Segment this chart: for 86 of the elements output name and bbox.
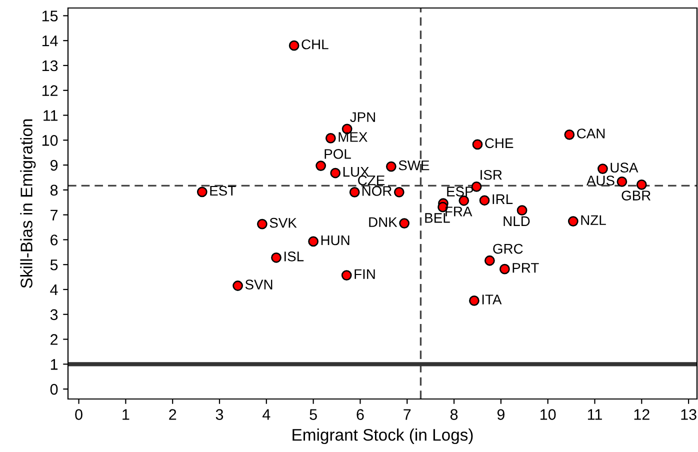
annotation: GBR <box>622 190 650 200</box>
point <box>568 216 578 226</box>
point <box>616 176 628 187</box>
annotation: MEX <box>338 132 368 142</box>
annotation: HUN <box>321 235 350 246</box>
point <box>386 161 396 172</box>
point <box>196 186 208 198</box>
point <box>316 160 326 171</box>
y-tick-label: 2 <box>50 334 58 345</box>
annotation: ESP <box>447 186 474 196</box>
x-tick-label: 5 <box>310 409 317 420</box>
point <box>499 264 510 274</box>
x-tick-label: 9 <box>497 409 504 420</box>
x-tick-label: 8 <box>450 409 458 420</box>
annotation: JPN <box>350 112 375 122</box>
x-tick-label: 7 <box>404 409 411 420</box>
y-tick-label: 15 <box>42 10 58 22</box>
y-tick-label: 5 <box>50 260 58 270</box>
point <box>469 295 480 306</box>
annotation: LUX <box>343 167 370 177</box>
point <box>341 270 352 280</box>
annotation: AUS <box>586 176 614 186</box>
point <box>471 182 482 192</box>
annotation: ITA <box>482 294 502 304</box>
y-tick-label: 7 <box>50 210 58 220</box>
annotation: EST <box>210 186 236 196</box>
y-tick-label: 11 <box>44 110 58 121</box>
annotation: ISR <box>480 170 502 180</box>
annotation: DNK <box>369 217 398 227</box>
point <box>484 255 495 266</box>
point <box>399 218 410 228</box>
annotation: CZE <box>358 175 385 186</box>
y-axis-title: Skill-Bias in Emigration <box>20 119 36 288</box>
point <box>516 205 528 216</box>
point <box>636 180 647 190</box>
annotation: IRL <box>492 194 513 204</box>
y-tick-label: 1 <box>50 359 58 370</box>
x-tick-label: 4 <box>262 409 270 420</box>
point <box>598 164 608 174</box>
point <box>325 132 336 144</box>
annotation: SWE <box>398 160 430 170</box>
point <box>394 186 404 198</box>
point <box>479 195 490 206</box>
y-tick-label: 9 <box>50 160 58 171</box>
annotation: GRC <box>493 244 523 254</box>
point <box>288 40 300 51</box>
x-tick-label: 2 <box>169 409 176 420</box>
x-axis-title: Emigrant Stock (in Logs) <box>292 428 473 444</box>
point <box>472 139 483 150</box>
annotation: CAN <box>577 128 605 138</box>
y-tick-label: 8 <box>50 184 58 196</box>
point <box>256 218 268 230</box>
annotation: NZL <box>581 215 606 225</box>
y-tick-label: 12 <box>42 85 58 96</box>
annotation: PRT <box>512 263 539 273</box>
point <box>308 236 319 247</box>
y-tick-label: 6 <box>50 234 58 246</box>
x-tick-label: 0 <box>75 409 82 420</box>
annotation: NLD <box>504 216 530 226</box>
y-tick-label: 14 <box>42 36 58 46</box>
y-tick-label: 3 <box>50 309 58 320</box>
annotation: CHL <box>302 39 328 50</box>
y-tick-label: 10 <box>42 135 58 146</box>
y-tick-label: 0 <box>50 384 58 395</box>
x-tick-label: 10 <box>540 409 556 420</box>
x-tick-label: 13 <box>681 409 696 420</box>
annotation: SVN <box>245 280 272 290</box>
annotation: USA <box>610 162 638 173</box>
annotation: CHE <box>485 138 514 148</box>
annotation: NOR <box>362 186 392 196</box>
x-tick-label: 11 <box>588 409 602 420</box>
x-tick-label: 12 <box>634 409 650 420</box>
point <box>564 129 575 140</box>
annotation: POL <box>324 149 351 159</box>
point <box>271 252 282 263</box>
annotation: FIN <box>354 269 375 279</box>
x-tick-label: 3 <box>216 409 224 420</box>
point <box>349 186 360 198</box>
y-tick-label: 13 <box>42 60 58 72</box>
y-tick-label: 4 <box>50 284 58 296</box>
annotation: ISL <box>284 252 304 262</box>
point <box>330 168 341 178</box>
x-tick-label: 1 <box>122 409 130 420</box>
point <box>232 280 243 291</box>
x-tick-label: 6 <box>356 409 364 420</box>
annotation: SVK <box>270 218 297 228</box>
